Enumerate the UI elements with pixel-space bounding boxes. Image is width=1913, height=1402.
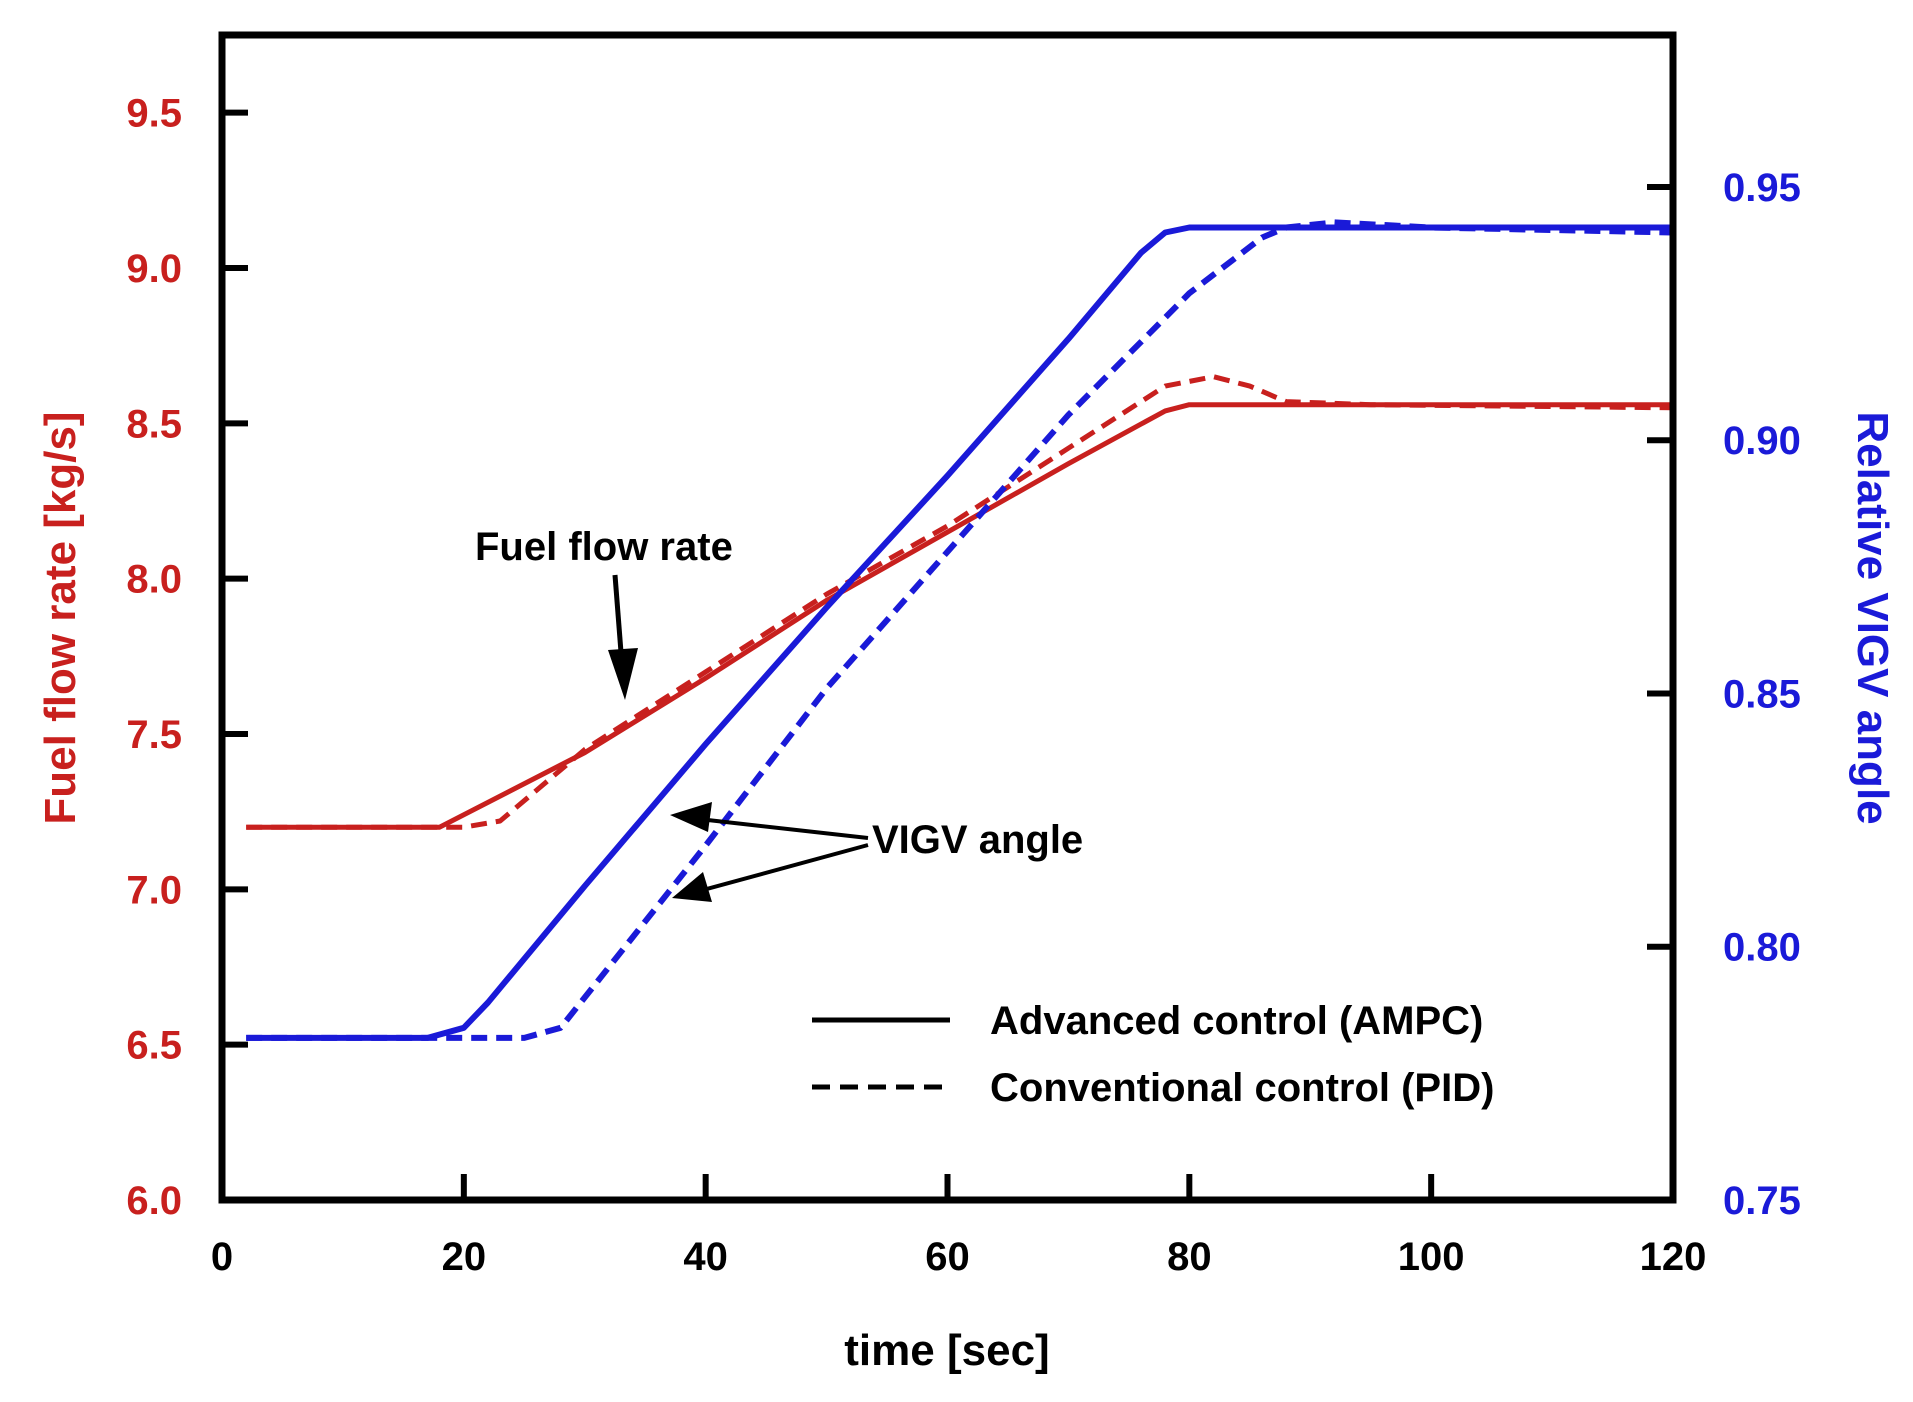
fuel-flow-ampc-line	[246, 402, 1673, 830]
annotation-vigv-arrowhead-2	[672, 872, 712, 902]
y-right-tick-label: 0.80	[1723, 926, 1801, 970]
x-tick-label: 20	[442, 1235, 487, 1279]
y-left-tick-label: 6.0	[126, 1179, 182, 1223]
y-right-tick-label: 0.95	[1723, 166, 1801, 210]
annotation-vigv-arrowhead-1	[670, 802, 712, 832]
y-left-tick-label: 9.0	[126, 247, 182, 291]
x-tick-label: 40	[683, 1235, 728, 1279]
vigv-angle-pid-line	[246, 219, 1674, 1041]
y-left-tick-label: 8.0	[126, 558, 182, 602]
y-left-axis-label: Fuel flow rate [kg/s]	[36, 411, 85, 824]
y-right-axis-label: Relative VIGV angle	[1848, 411, 1897, 824]
annotation-vigv-arrow-1	[689, 816, 869, 840]
axis-ticks	[222, 109, 1673, 1200]
x-axis-label: time [sec]	[844, 1326, 1049, 1375]
fuel-flow-pid-line	[246, 374, 1674, 830]
vigv-angle-ampc-line	[246, 224, 1673, 1041]
annotation-fuel: Fuel flow rate	[475, 525, 733, 569]
annotation-fuel-arrowhead	[608, 648, 638, 700]
legend-label-pid: Conventional control (PID)	[990, 1066, 1494, 1110]
legend: Advanced control (AMPC) Conventional con…	[812, 999, 1494, 1110]
x-tick-label: 100	[1398, 1235, 1465, 1279]
annotation-vigv-arrow-2	[691, 843, 869, 895]
y-left-tick-label: 9.5	[126, 92, 182, 136]
y-right-tick-label: 0.75	[1723, 1179, 1801, 1223]
tick-labels: 0 20 40 60 80 100 120 6.0 6.5 7.0 7.5 8.0 8.5 9.0 9.5 0…	[126, 92, 1800, 1279]
x-tick-label: 120	[1640, 1235, 1707, 1279]
y-right-tick-label: 0.90	[1723, 419, 1801, 463]
plot-frame	[218, 31, 1677, 1204]
x-tick-label: 80	[1167, 1235, 1212, 1279]
legend-label-ampc: Advanced control (AMPC)	[990, 999, 1483, 1043]
y-right-tick-label: 0.85	[1723, 672, 1801, 716]
y-left-tick-label: 6.5	[126, 1024, 182, 1068]
series-lines	[246, 219, 1674, 1041]
y-left-tick-label: 8.5	[126, 402, 182, 446]
y-left-tick-label: 7.0	[126, 868, 182, 912]
x-tick-label: 60	[925, 1235, 970, 1279]
annotation-vigv: VIGV angle	[872, 818, 1083, 862]
y-left-tick-label: 7.5	[126, 713, 182, 757]
x-tick-label: 0	[211, 1235, 233, 1279]
